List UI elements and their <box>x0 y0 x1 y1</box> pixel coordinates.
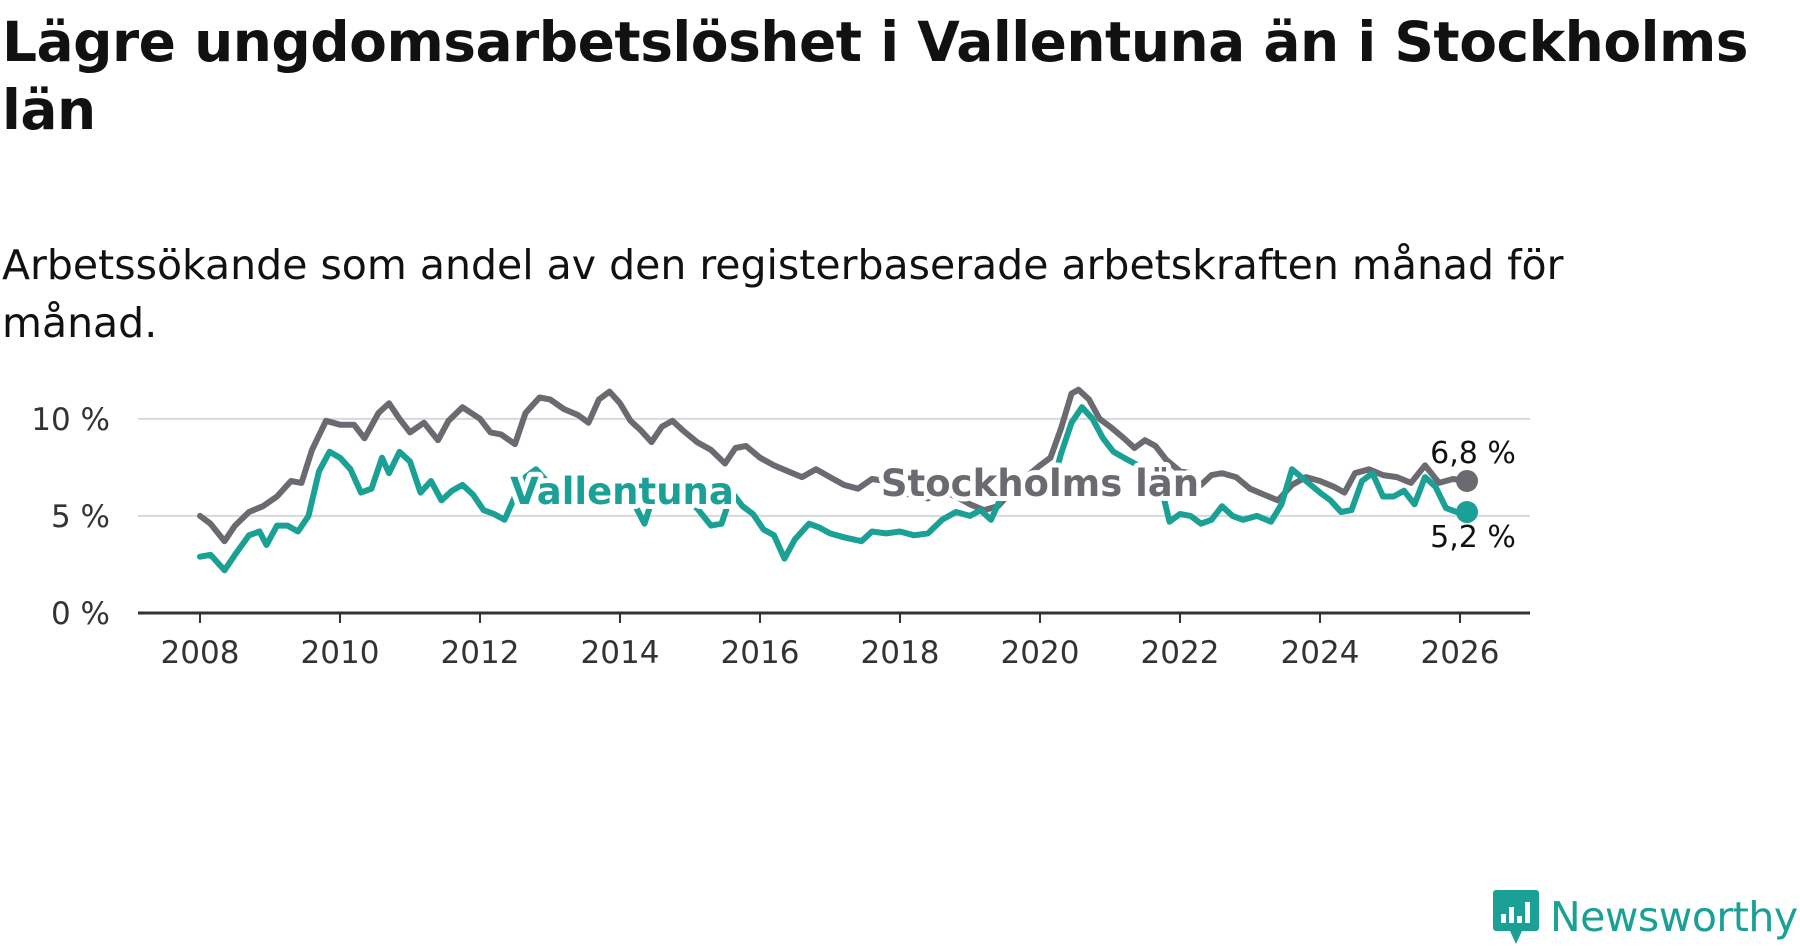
y-tick-label: 0 % <box>51 596 110 632</box>
x-tick-label: 2016 <box>721 635 800 671</box>
chart-subtitle: Arbetssökande som andel av den registerb… <box>2 241 1564 347</box>
x-tick-label: 2024 <box>1281 635 1360 671</box>
series-line-vallentuna <box>197 404 1470 574</box>
x-tick-label: 2026 <box>1421 635 1500 671</box>
x-tick-label: 2008 <box>161 635 240 671</box>
series-line-stockholms-län <box>197 386 1470 545</box>
series-label: Vallentuna <box>510 470 734 513</box>
y-axis-ticks: 0 % 5 % 10 % <box>31 402 110 632</box>
series-end-value: 5,2 % <box>1430 520 1516 555</box>
y-tick-label: 10 % <box>31 402 110 438</box>
series-lines <box>197 386 1478 574</box>
series-endpoint <box>1456 501 1478 524</box>
series-endpoint <box>1456 469 1478 492</box>
x-tick-label: 2018 <box>861 635 940 671</box>
x-tick-label: 2022 <box>1141 635 1220 671</box>
x-tick-label: 2020 <box>1001 635 1080 671</box>
chart-title: Lägre ungdomsarbetslöshet i Vallentuna ä… <box>2 10 1749 142</box>
series-label: Stockholms län <box>881 462 1199 505</box>
y-tick-label: 5 % <box>51 499 110 535</box>
x-tick-label: 2010 <box>301 635 380 671</box>
x-tick-label: 2012 <box>441 635 520 671</box>
x-tick-label: 2014 <box>581 635 660 671</box>
x-axis-ticks: 2008 2010 2012 2014 2016 2018 2020 2022 2024 2026 <box>161 613 1500 671</box>
gridlines <box>138 417 1530 517</box>
brand-name: Newsworthy <box>1550 893 1798 941</box>
series-labels: Stockholms län 6,8 % Vallentuna 5,2 % <box>505 436 1516 555</box>
newsworthy-logo: Newsworthy <box>1492 888 1798 946</box>
newsworthy-logo-icon <box>1493 890 1539 944</box>
series-end-value: 6,8 % <box>1430 436 1516 471</box>
